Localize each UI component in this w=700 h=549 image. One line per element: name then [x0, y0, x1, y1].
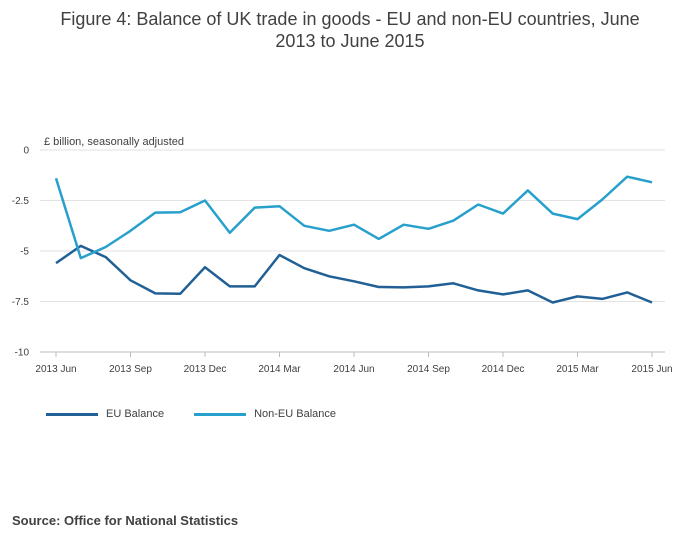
chart-title-line-1: Figure 4: Balance of UK trade in goods -…: [60, 9, 640, 29]
y-tick-label: -5: [20, 247, 29, 258]
y-axis-ticks: 0 -2.5 -5 -7.5 -10: [12, 146, 30, 359]
legend-item-eu[interactable]: EU Balance: [46, 408, 164, 420]
legend-item-non-eu[interactable]: Non-EU Balance: [194, 408, 336, 420]
x-tick-label: 2013 Sep: [109, 364, 152, 375]
x-tick-label: 2014 Sep: [407, 364, 450, 375]
x-tick-label: 2014 Dec: [482, 364, 525, 375]
x-tick-label: 2013 Dec: [184, 364, 227, 375]
legend-label-eu: EU Balance: [106, 408, 165, 420]
source-note: Source: Office for National Statistics: [12, 513, 239, 528]
x-tick-label: 2014 Jun: [333, 364, 374, 375]
x-tick-label: 2013 Jun: [35, 364, 76, 375]
gridlines: [40, 149, 665, 353]
legend: EU Balance Non-EU Balance: [46, 408, 366, 420]
y-tick-label: -2.5: [12, 196, 30, 207]
x-tick-label: 2015 Jun: [631, 364, 672, 375]
y-tick-label: -10: [15, 348, 30, 359]
x-axis-ticks: 2013 Jun 2013 Sep 2013 Dec 2014 Mar 2014 Jun…: [35, 352, 673, 375]
series-lines: [54, 175, 653, 304]
legend-swatch-non-eu: [194, 412, 247, 416]
series-line-non-eu-balance[interactable]: [54, 175, 653, 260]
x-tick-label: 2014 Mar: [258, 364, 301, 375]
series-line-eu-balance[interactable]: [55, 244, 653, 304]
legend-label-non-eu: Non-EU Balance: [254, 408, 337, 420]
y-axis-unit-label: £ billion, seasonally adjusted: [44, 136, 185, 148]
y-tick-label: -7.5: [12, 297, 30, 308]
x-tick-label: 2015 Mar: [556, 364, 599, 375]
legend-swatch-eu: [46, 412, 98, 416]
y-tick-label: 0: [23, 146, 29, 157]
chart-title-line-2: 2013 to June 2015: [275, 31, 425, 51]
chart-title: Figure 4: Balance of UK trade in goods -…: [0, 8, 700, 52]
